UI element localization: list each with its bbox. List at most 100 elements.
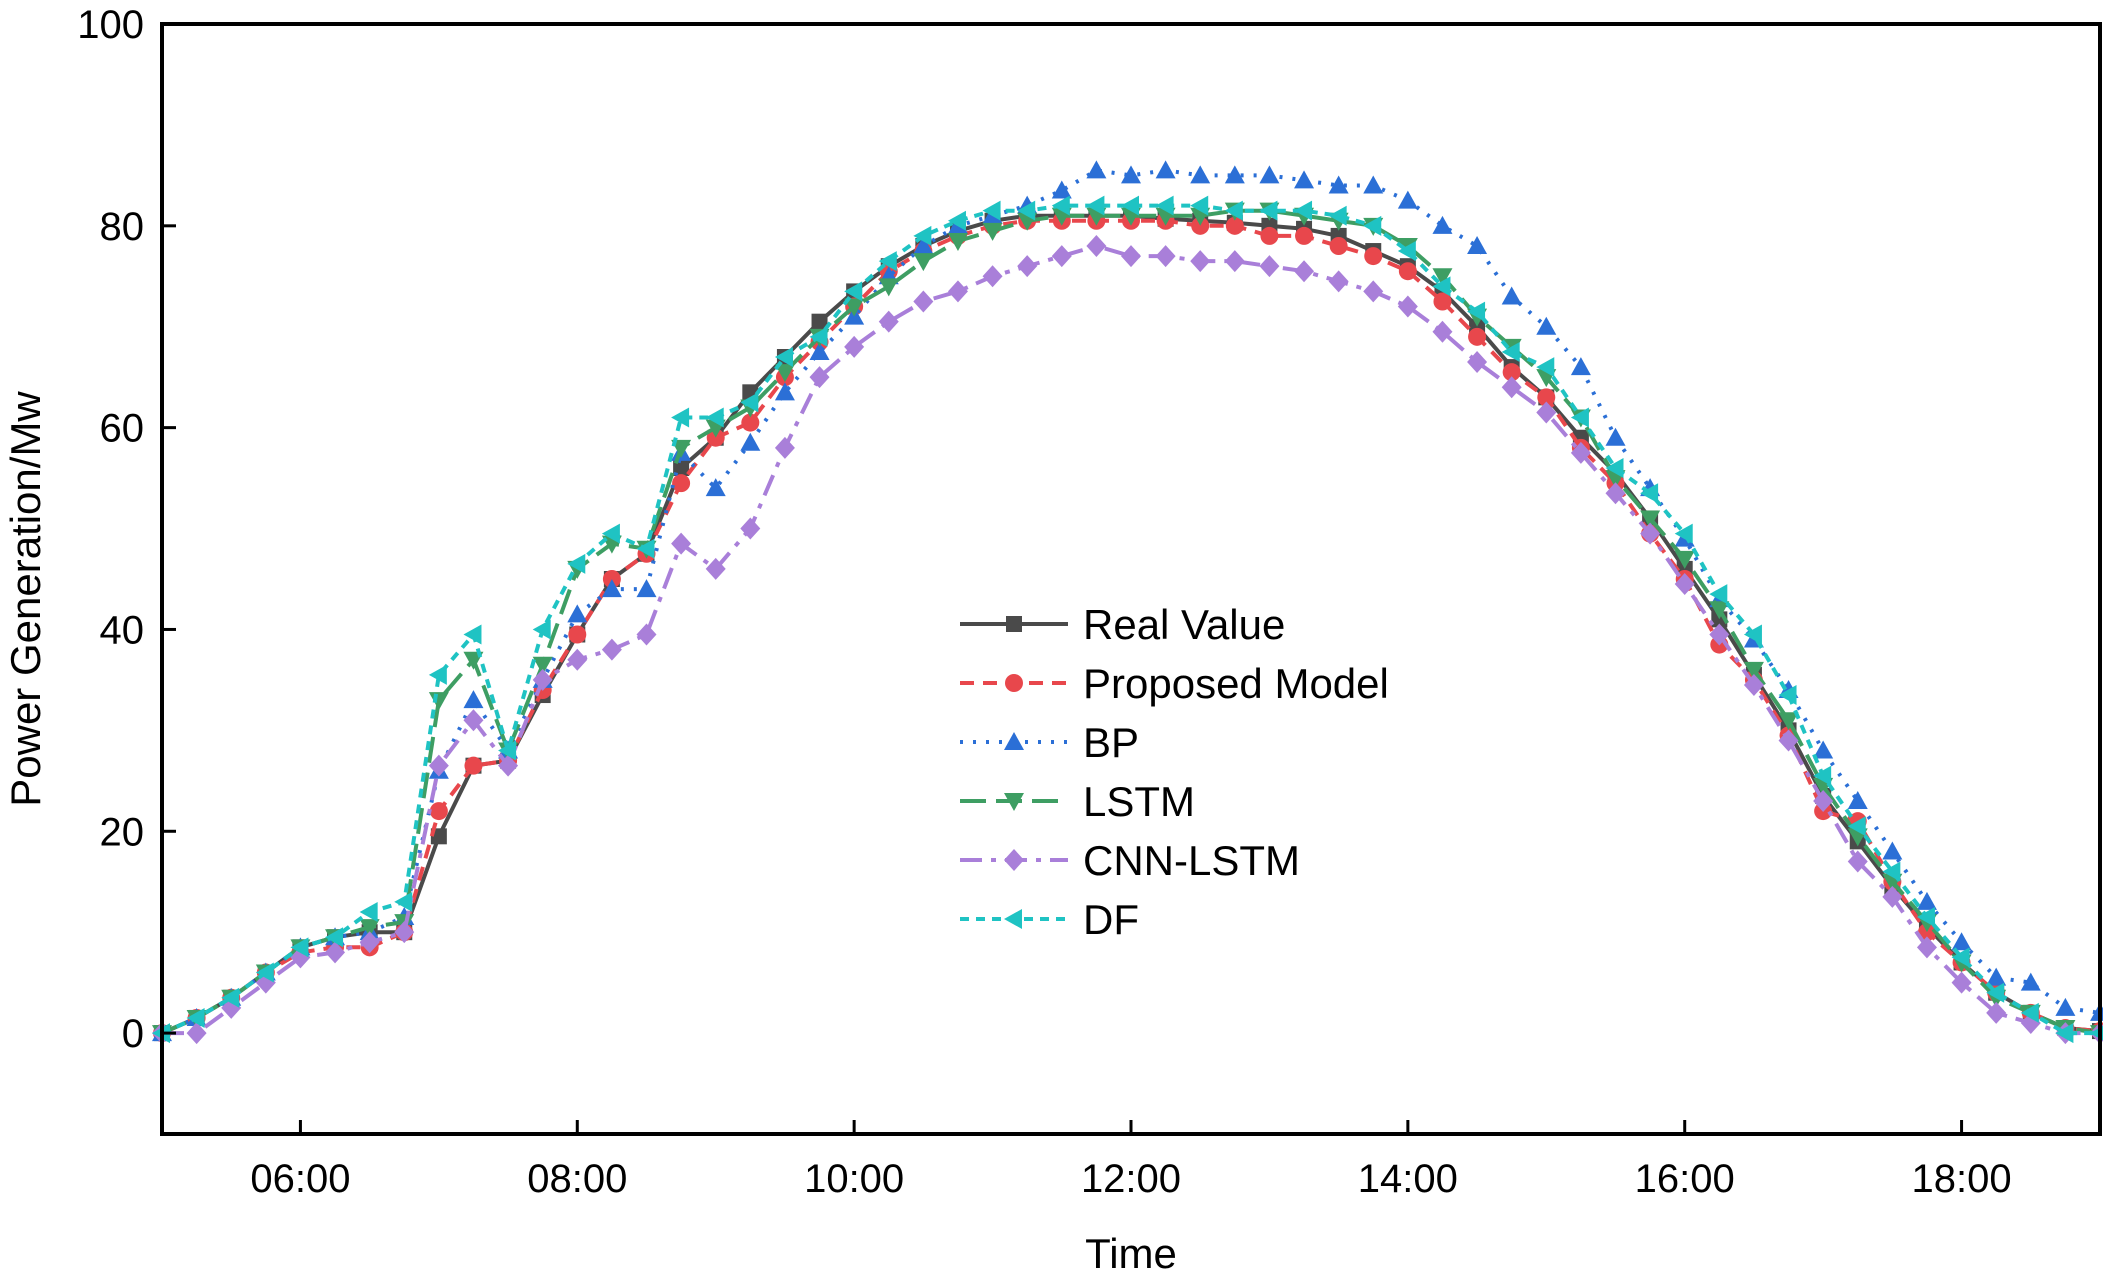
data-point <box>1986 982 2005 1003</box>
data-point <box>1259 165 1280 184</box>
data-point <box>1121 245 1141 268</box>
data-point <box>1916 891 1937 910</box>
data-point <box>1882 885 1903 908</box>
data-point <box>1295 226 1314 245</box>
data-point <box>774 364 795 383</box>
data-point <box>844 298 865 317</box>
data-point <box>394 891 413 912</box>
y-axis-label: Power Generation/Mw <box>2 391 49 807</box>
data-point <box>1363 215 1382 236</box>
data-point <box>601 638 622 661</box>
data-point <box>809 341 830 360</box>
data-point <box>1467 351 1488 374</box>
x-tick-label: 08:00 <box>527 1157 627 1201</box>
data-point <box>1605 482 1626 505</box>
data-point <box>1743 673 1764 696</box>
data-point <box>1432 215 1453 234</box>
data-point <box>325 941 346 964</box>
data-point <box>1328 205 1347 226</box>
data-point <box>878 278 899 297</box>
data-point <box>2020 1002 2039 1023</box>
data-point <box>1051 245 1072 268</box>
data-point <box>1260 226 1279 245</box>
data-point <box>1468 327 1487 346</box>
data-point <box>844 335 865 358</box>
data-point <box>1916 936 1937 959</box>
data-point <box>774 436 795 459</box>
y-tick-label: 0 <box>122 1012 144 1056</box>
data-point <box>913 253 934 272</box>
data-point <box>1017 200 1036 221</box>
data-point <box>1536 357 1555 378</box>
data-point <box>1051 195 1070 216</box>
data-point <box>673 460 690 476</box>
legend: Real Value Proposed Model BP LSTM CNN-LSTM DF <box>960 601 1389 943</box>
data-point <box>359 902 378 922</box>
series-layer <box>152 160 2103 1045</box>
data-point <box>1121 195 1139 216</box>
data-point <box>498 740 517 761</box>
data-point <box>1397 295 1418 318</box>
data-point <box>1847 850 1868 873</box>
data-point <box>1743 661 1764 680</box>
data-point <box>1225 216 1244 235</box>
data-point <box>809 366 830 389</box>
y-tick-label: 80 <box>100 205 145 249</box>
data-point <box>429 802 448 821</box>
data-point <box>1813 740 1834 759</box>
legend-marker <box>1006 616 1022 632</box>
data-point <box>878 310 899 333</box>
data-point <box>290 937 309 958</box>
legend-marker <box>1005 674 1023 692</box>
data-point <box>947 280 968 303</box>
data-point <box>1709 623 1730 646</box>
data-point <box>982 265 1003 288</box>
data-point <box>1605 427 1626 446</box>
legend-label: Proposed Model <box>1083 660 1389 707</box>
legend-item: Real Value <box>960 601 1285 648</box>
data-point <box>1328 270 1349 293</box>
data-point <box>1709 584 1728 605</box>
data-point <box>947 232 968 251</box>
data-point <box>913 290 934 313</box>
x-axis-label: Time <box>1085 1230 1177 1277</box>
data-point <box>1224 165 1245 184</box>
plot-frame <box>160 22 2102 1136</box>
data-point <box>1640 483 1659 504</box>
data-point <box>186 1007 205 1028</box>
data-point <box>671 532 692 555</box>
series-line <box>161 203 2100 1036</box>
data-point <box>1467 301 1486 322</box>
legend-marker <box>1004 732 1024 750</box>
data-point <box>809 326 828 347</box>
legend-label: DF <box>1083 896 1139 943</box>
data-point <box>1501 286 1522 305</box>
data-point <box>1294 170 1315 189</box>
y-tick-label: 40 <box>100 608 145 652</box>
data-point <box>1190 165 1211 184</box>
data-point <box>705 478 726 497</box>
series-line <box>161 168 2101 1035</box>
series-df <box>152 195 2103 1044</box>
data-point <box>740 392 759 413</box>
data-point <box>1224 250 1245 273</box>
data-point <box>567 553 586 574</box>
data-point <box>1051 180 1072 199</box>
legend-item: DF <box>960 896 1139 943</box>
data-point <box>394 921 415 944</box>
x-tick-label: 14:00 <box>1358 1157 1458 1201</box>
data-point <box>463 709 484 732</box>
data-point <box>186 1022 207 1045</box>
y-tick-label: 100 <box>77 3 144 47</box>
data-point <box>532 668 553 691</box>
data-point <box>1778 712 1799 731</box>
data-point <box>567 604 588 623</box>
data-point <box>1778 729 1799 752</box>
data-point <box>1224 200 1243 221</box>
data-point <box>359 919 380 938</box>
data-point <box>1640 510 1661 529</box>
data-point <box>1501 341 1520 362</box>
data-point <box>601 523 620 544</box>
legend-item: BP <box>960 719 1139 766</box>
